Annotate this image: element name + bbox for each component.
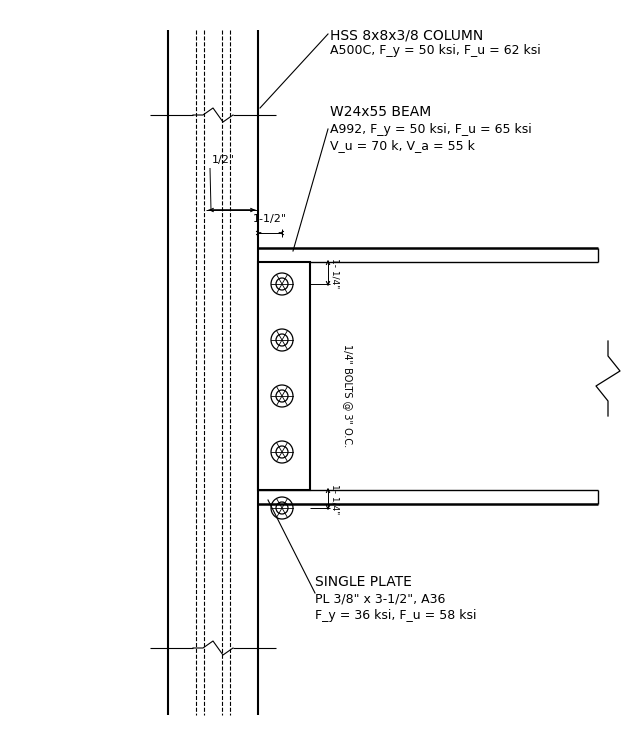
- Text: SINGLE PLATE: SINGLE PLATE: [315, 575, 412, 589]
- Text: 1/2": 1/2": [212, 155, 235, 165]
- Text: A500C, F_y = 50 ksi, F_u = 62 ksi: A500C, F_y = 50 ksi, F_u = 62 ksi: [330, 44, 541, 57]
- Text: HSS 8x8x3/8 COLUMN: HSS 8x8x3/8 COLUMN: [330, 28, 483, 42]
- Text: 1- 1/4": 1- 1/4": [331, 258, 340, 288]
- Bar: [258, 262, 310, 490]
- Text: V_u = 70 k, V_a = 55 k: V_u = 70 k, V_a = 55 k: [330, 139, 475, 152]
- Text: PL 3/8" x 3-1/2", A36: PL 3/8" x 3-1/2", A36: [315, 593, 446, 606]
- Text: W24x55 BEAM: W24x55 BEAM: [330, 105, 431, 119]
- Text: 1-1/2": 1-1/2": [253, 214, 287, 224]
- Text: 1/4" BOLTS @ 3" O.C.: 1/4" BOLTS @ 3" O.C.: [343, 345, 353, 447]
- Text: F_y = 36 ksi, F_u = 58 ksi: F_y = 36 ksi, F_u = 58 ksi: [315, 609, 477, 622]
- Text: 1- 1/4": 1- 1/4": [331, 484, 340, 514]
- Text: A992, F_y = 50 ksi, F_u = 65 ksi: A992, F_y = 50 ksi, F_u = 65 ksi: [330, 123, 532, 136]
